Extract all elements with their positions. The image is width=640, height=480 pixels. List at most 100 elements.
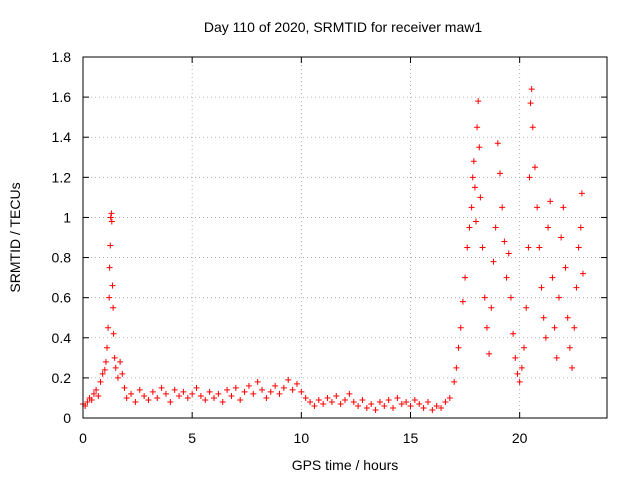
- data-point: [311, 402, 318, 409]
- data-point: [497, 170, 504, 177]
- data-point: [250, 390, 257, 397]
- data-point: [307, 398, 314, 405]
- data-point: [527, 100, 534, 107]
- data-point: [102, 358, 109, 365]
- data-point: [276, 390, 283, 397]
- data-point: [93, 386, 100, 393]
- data-point: [534, 204, 541, 211]
- data-point: [468, 204, 475, 211]
- y-tick-label: 1.2: [52, 169, 72, 185]
- data-point: [108, 218, 115, 225]
- data-point: [466, 224, 473, 231]
- y-axis-title: SRMTID / TECUs: [7, 182, 23, 292]
- data-point: [464, 244, 471, 251]
- data-point: [180, 388, 187, 395]
- data-point: [462, 274, 469, 281]
- data-point: [390, 404, 397, 411]
- data-point: [263, 394, 270, 401]
- data-point: [475, 98, 482, 105]
- data-point: [457, 324, 464, 331]
- data-point: [538, 284, 545, 291]
- x-tick-label: 0: [79, 430, 87, 446]
- data-point: [551, 324, 558, 331]
- data-point: [337, 400, 344, 407]
- data-point: [512, 354, 519, 361]
- x-tick-label: 15: [403, 430, 419, 446]
- data-point: [167, 398, 174, 405]
- data-point: [516, 378, 523, 385]
- axis-ticks: 0 0.2 0.4 0.6 0.8 1 1.2 1.4 1.6 1.8 0 5 10 15 20: [52, 49, 607, 446]
- data-point: [285, 376, 292, 383]
- data-point: [510, 330, 517, 337]
- y-tick-label: 0: [63, 410, 71, 426]
- data-point: [455, 344, 462, 351]
- data-point: [211, 394, 217, 401]
- data-point: [232, 384, 239, 391]
- data-point: [106, 294, 113, 301]
- data-point: [471, 184, 478, 191]
- data-point: [324, 394, 331, 401]
- data-point: [176, 392, 183, 399]
- data-point: [117, 358, 124, 365]
- data-point: [333, 392, 340, 399]
- data-point: [145, 396, 152, 403]
- data-point: [507, 294, 514, 301]
- data-point: [245, 382, 252, 389]
- data-point: [97, 378, 104, 385]
- data-point: [403, 398, 410, 405]
- data-point: [564, 314, 571, 321]
- data-point: [171, 386, 178, 393]
- data-point: [555, 294, 562, 301]
- data-point: [154, 394, 161, 401]
- data-point: [473, 218, 479, 225]
- data-point: [119, 370, 126, 377]
- data-point: [394, 394, 401, 401]
- data-point: [521, 344, 528, 351]
- data-point: [108, 210, 115, 217]
- y-tick-label: 0.8: [52, 250, 72, 266]
- data-point: [569, 364, 576, 371]
- data-point: [302, 394, 309, 401]
- data-point: [518, 364, 525, 371]
- data-point: [346, 390, 353, 397]
- data-point: [451, 378, 458, 385]
- data-point: [501, 238, 508, 245]
- data-point: [470, 158, 477, 165]
- data-point: [101, 366, 108, 373]
- data-point: [184, 394, 191, 401]
- data-point: [459, 298, 466, 305]
- data-point: [573, 284, 580, 291]
- x-tick-label: 10: [294, 430, 310, 446]
- data-point: [411, 396, 418, 403]
- data-point: [481, 294, 488, 301]
- y-tick-label: 1: [63, 209, 71, 225]
- data-point: [540, 314, 547, 321]
- data-point: [503, 274, 510, 281]
- data-point: [453, 364, 460, 371]
- y-tick-label: 0.4: [52, 330, 72, 346]
- data-point: [141, 392, 148, 399]
- y-tick-label: 1.8: [52, 49, 72, 65]
- chart-title: Day 110 of 2020, SRMTID for receiver maw…: [204, 19, 483, 35]
- data-point: [132, 398, 139, 405]
- data-point: [272, 382, 279, 389]
- data-point: [505, 250, 512, 257]
- data-point: [189, 390, 196, 397]
- y-tick-label: 0.6: [52, 290, 72, 306]
- data-point: [571, 324, 578, 331]
- data-point: [545, 224, 552, 231]
- data-point: [259, 386, 266, 393]
- data-point: [407, 402, 414, 409]
- data-point: [398, 400, 405, 407]
- data-point: [293, 380, 300, 387]
- data-point: [109, 282, 116, 289]
- grid-lines: [83, 57, 607, 418]
- data-point: [372, 406, 379, 413]
- data-point: [202, 396, 209, 403]
- data-point: [420, 404, 427, 411]
- data-point: [562, 264, 569, 271]
- data-point: [577, 224, 584, 231]
- data-point: [381, 402, 388, 409]
- data-point: [105, 324, 112, 331]
